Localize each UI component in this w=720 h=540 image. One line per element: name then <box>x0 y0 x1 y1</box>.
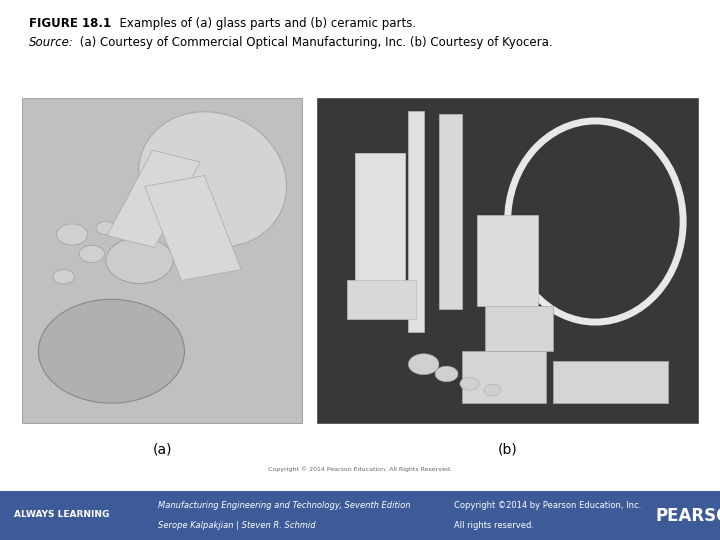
Bar <box>477 215 538 306</box>
Bar <box>107 150 200 247</box>
Text: (a): (a) <box>152 442 172 456</box>
Bar <box>462 351 546 403</box>
Circle shape <box>484 384 500 396</box>
Circle shape <box>106 238 174 284</box>
Circle shape <box>57 224 88 245</box>
Circle shape <box>96 221 116 235</box>
Text: Copyright © 2014 Pearson Education. All Rights Reserved.: Copyright © 2014 Pearson Education. All … <box>268 467 452 472</box>
Bar <box>355 153 405 299</box>
Bar <box>347 280 416 319</box>
Ellipse shape <box>138 112 287 247</box>
Bar <box>145 176 241 280</box>
Bar <box>439 114 462 309</box>
Circle shape <box>79 245 104 262</box>
Text: ALWAYS LEARNING: ALWAYS LEARNING <box>14 510 109 519</box>
Circle shape <box>460 377 479 390</box>
Text: Examples of (a) glass parts and (b) ceramic parts.: Examples of (a) glass parts and (b) cera… <box>112 17 415 30</box>
Bar <box>554 361 668 403</box>
Text: All rights reserved.: All rights reserved. <box>454 521 534 530</box>
Text: Copyright ©2014 by Pearson Education, Inc.: Copyright ©2014 by Pearson Education, In… <box>454 501 641 510</box>
Circle shape <box>435 366 458 382</box>
Text: FIGURE 18.1: FIGURE 18.1 <box>29 17 111 30</box>
Circle shape <box>53 269 74 284</box>
Ellipse shape <box>508 121 683 322</box>
Text: (a) Courtesy of Commercial Optical Manufacturing, Inc. (b) Courtesy of Kyocera.: (a) Courtesy of Commercial Optical Manuf… <box>76 36 552 49</box>
Ellipse shape <box>38 299 184 403</box>
Text: Serope Kalpakjian | Steven R. Schmid: Serope Kalpakjian | Steven R. Schmid <box>158 521 316 530</box>
FancyBboxPatch shape <box>22 98 302 423</box>
Text: Manufacturing Engineering and Technology, Seventh Edition: Manufacturing Engineering and Technology… <box>158 501 411 510</box>
Text: PEARSON: PEARSON <box>655 507 720 525</box>
Circle shape <box>408 354 439 375</box>
Bar <box>408 111 423 332</box>
Text: Source:: Source: <box>29 36 73 49</box>
Ellipse shape <box>538 157 652 286</box>
Bar <box>485 306 554 351</box>
FancyBboxPatch shape <box>317 98 698 423</box>
Text: (b): (b) <box>498 442 518 456</box>
